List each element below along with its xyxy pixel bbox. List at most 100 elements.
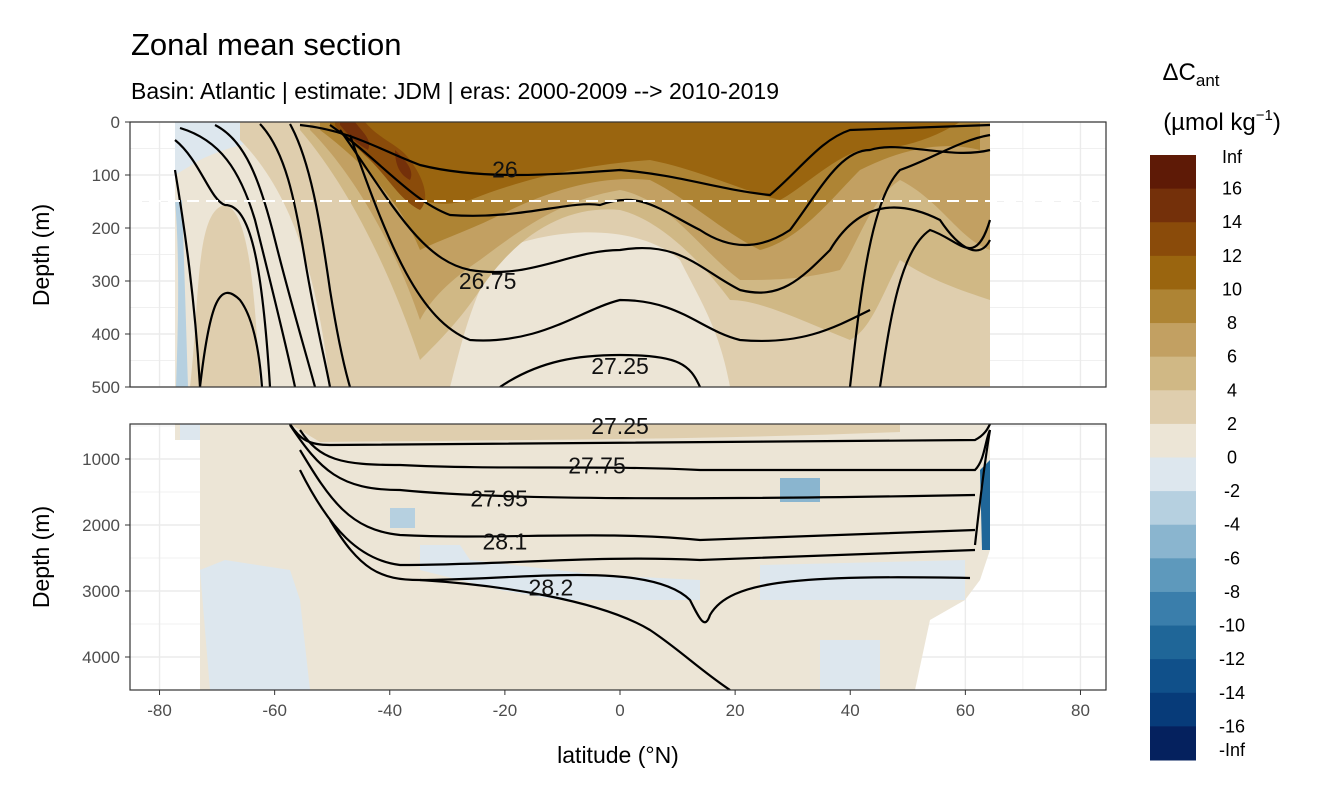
x-tick-label: -80 [147,701,172,720]
legend-label: -Inf [1219,740,1246,760]
legend-color-bin [1150,591,1196,627]
legend-label: 2 [1227,414,1237,434]
x-tick-label: 0 [615,701,624,720]
chart-subtitle: Basin: Atlantic | estimate: JDM | eras: … [131,78,779,104]
legend: ΔCant (µmol kg−1) Inf 16 14 12 10 8 6 4 2 0 -2 -4 -6… [1150,59,1281,761]
legend-color-bin [1150,491,1196,526]
legend-units-suffix: ) [1273,109,1281,136]
x-tick-label: 20 [726,701,745,720]
legend-color-bin [1150,524,1196,559]
legend-label: -6 [1224,548,1240,568]
x-tick-label: 40 [841,701,860,720]
isopycnal-label: 27.25 [591,353,649,379]
isopycnal-line [348,134,871,343]
legend-label: -8 [1224,582,1240,602]
legend-label: -2 [1224,481,1240,501]
upper-panel-border [129,121,1107,388]
isopycnal-line [198,291,264,387]
isopycnal-line [214,124,317,387]
legend-units: (µmol kg−1) [1163,107,1281,136]
legend-color-bin [1150,692,1196,727]
x-axis-label: latitude (°N) [557,742,679,768]
lower-panel-fills [175,424,990,690]
isopycnal-line [299,123,991,197]
isopycnal-line [848,133,991,387]
isopycnal-line [878,219,992,387]
isopycnal-line [299,449,976,542]
legend-label: 4 [1227,380,1237,400]
y-tick-label: 4000 [82,648,120,667]
legend-color-bin [1150,255,1196,290]
chart-title: Zonal mean section [131,27,402,62]
isopycnal-line [299,429,992,472]
y-tick-label: 200 [92,219,120,238]
y-tick-label: 1000 [82,450,120,469]
isopycnal-label: 27.25 [591,413,649,439]
legend-label: 14 [1222,212,1242,232]
y-tick-label: 2000 [82,516,120,535]
legend-color-bin [1150,289,1196,324]
legend-label: -14 [1219,683,1245,703]
legend-color-bin [1150,390,1196,425]
y-axis-label-upper: Depth (m) [28,204,54,306]
isopycnal-line [289,424,991,447]
legend-color-bin [1150,423,1196,458]
isopycnal-line [259,123,332,387]
isopycnal-line [499,353,702,387]
x-tick-label: -60 [262,701,287,720]
isopycnal-line [289,424,976,500]
legend-units-exp: −1 [1256,107,1273,124]
y-tick-label: 400 [92,325,120,344]
legend-label: 10 [1222,279,1242,299]
isopycnal-line [339,129,991,294]
y-tick-label: 3000 [82,582,120,601]
legend-label: -12 [1219,649,1245,669]
isopycnal-label: 28.1 [482,529,527,555]
y-axis-label-lower: Depth (m) [28,506,54,608]
fill-region-neg2-0-sw [180,424,965,690]
y-tick-label: 0 [111,113,120,132]
legend-label: 8 [1227,313,1237,333]
legend-color-bin [1150,356,1196,391]
legend-units-prefix: (µmol kg [1163,109,1256,136]
isopycnal-line [289,123,352,387]
legend-color-bin [1150,659,1196,694]
x-tick-label: 60 [956,701,975,720]
legend-title: ΔCant [1162,59,1219,90]
isopycnal-labels: 26 26.75 27.25 27.25 27.75 27.95 28.128.2 [459,157,649,601]
isopycnal-label: 27.95 [470,486,528,512]
x-tick-label: 80 [1071,701,1090,720]
isopycnal-line [419,578,731,690]
legend-label: -16 [1219,716,1245,736]
legend-color-bin [1150,222,1196,257]
y-tick-label: 300 [92,272,120,291]
y-tick-label: 500 [92,378,120,397]
fill-region-14-16 [340,122,412,180]
fill-region-10-12 [330,122,960,204]
legend-color-bin [1150,558,1196,593]
upper-isopycnals [130,123,1106,387]
legend-label: 16 [1222,179,1242,199]
lower-isopycnals [289,424,992,690]
isopycnal-label: 28.2 [529,575,574,601]
legend-color-bin [1150,323,1196,358]
legend-color-bin [1150,457,1196,492]
legend-title-sub: ant [1196,71,1220,90]
legend-label: 6 [1227,347,1237,367]
isopycnal-line [299,469,976,567]
x-tick-label: -40 [377,701,402,720]
fill-region-neg6-neg4-spot [780,478,820,502]
isopycnal-label: 26 [492,157,518,183]
legend-label: -10 [1219,616,1245,636]
legend-color-bin [1150,188,1196,223]
fill-region-neg2-0 [175,200,188,387]
legend-label: -4 [1224,515,1240,535]
isopycnal-label: 26.75 [459,268,517,294]
isopycnal-line [179,126,297,387]
y-tick-label: 100 [92,166,120,185]
isopycnal-label: 27.75 [568,453,626,479]
legend-color-bin [1150,155,1196,190]
lower-panel-border [129,423,1107,691]
legend-label: 12 [1222,246,1242,266]
